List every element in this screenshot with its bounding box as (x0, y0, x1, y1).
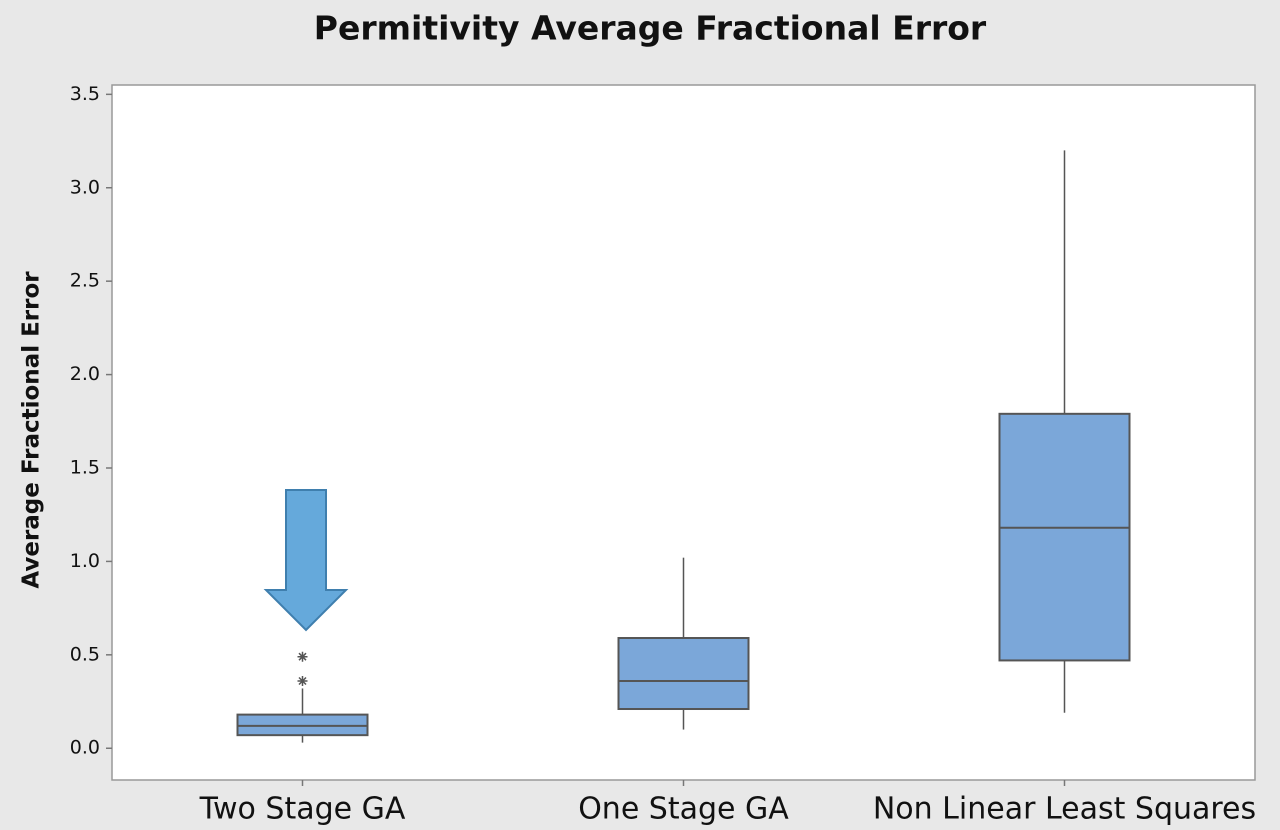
outlier (297, 675, 308, 686)
x-tick-label: Two Stage GA (199, 792, 406, 827)
y-tick-label: 3.0 (70, 176, 100, 198)
y-tick-label: 0.0 (70, 737, 100, 759)
x-tick-label: Non Linear Least Squares (873, 792, 1256, 827)
arrow-annotation (263, 489, 349, 632)
y-tick-label: 2.5 (70, 270, 100, 292)
y-axis-label: Average Fractional Error (19, 271, 45, 589)
box (617, 637, 750, 711)
y-tick-label: 2.0 (70, 363, 100, 385)
y-tick-label: 0.5 (70, 643, 100, 665)
chart-title: Permitivity Average Fractional Error (314, 9, 987, 48)
box (998, 412, 1131, 662)
y-tick-label: 1.5 (70, 456, 100, 478)
y-tick-label: 3.5 (70, 83, 100, 105)
outlier (297, 651, 308, 662)
x-tick-label: One Stage GA (578, 792, 789, 827)
y-tick-label: 1.0 (70, 550, 100, 572)
